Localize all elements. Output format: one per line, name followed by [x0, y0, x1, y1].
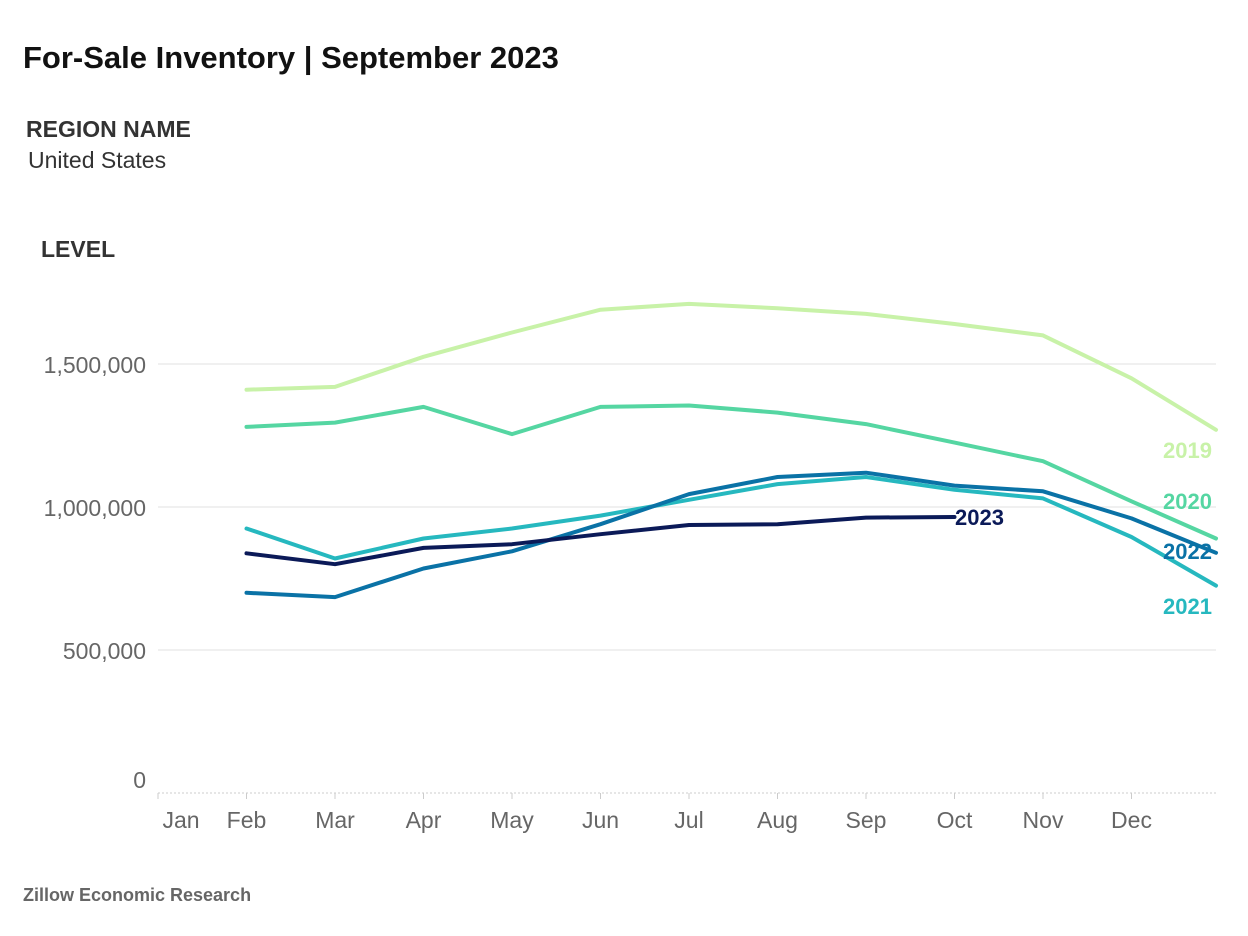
- x-tick-label: Nov: [1023, 807, 1064, 833]
- x-tick-label: Jan: [162, 807, 199, 833]
- x-tick-label: Jul: [674, 807, 703, 833]
- series-line-2022: [244, 470, 1218, 600]
- series-label-2023: 2023: [955, 505, 1004, 530]
- x-tick-label: Jun: [582, 807, 619, 833]
- series-labels: 2019 2020 2021 2022 2023: [955, 438, 1212, 619]
- y-tick-label: 1,500,000: [44, 352, 146, 378]
- series-lines: [244, 301, 1218, 600]
- series-label-2019: 2019: [1163, 438, 1212, 463]
- gridlines: 0 500,000 1,000,000 1,500,000: [44, 352, 1216, 793]
- y-axis-label: LEVEL: [41, 236, 116, 262]
- series-label-2020: 2020: [1163, 489, 1212, 514]
- y-tick-label: 1,000,000: [44, 495, 146, 521]
- chart-title: For-Sale Inventory | September 2023: [23, 40, 559, 75]
- series-line-2023: [244, 515, 957, 567]
- region-name-value: United States: [28, 147, 167, 173]
- series-line-2019: [244, 301, 1218, 432]
- x-tick-label: Mar: [315, 807, 355, 833]
- y-tick-label: 0: [133, 767, 146, 793]
- series-label-2021: 2021: [1163, 594, 1212, 619]
- region-name-label: REGION NAME: [26, 116, 191, 142]
- x-tick-label: Oct: [937, 807, 973, 833]
- series-label-2022: 2022: [1163, 539, 1212, 564]
- x-tick-label: Sep: [846, 807, 887, 833]
- series-line-2021: [244, 475, 1218, 588]
- series-line-2020: [244, 403, 1218, 541]
- y-tick-label: 500,000: [63, 638, 146, 664]
- x-axis: Jan Feb Mar Apr May Jun Jul Aug Sep Oct Nov Dec: [157, 792, 1216, 833]
- x-tick-label: Dec: [1111, 807, 1152, 833]
- x-tick-label: Feb: [227, 807, 267, 833]
- x-tick-label: Apr: [406, 807, 442, 833]
- x-tick-label: Aug: [757, 807, 798, 833]
- x-tick-label: May: [490, 807, 534, 833]
- source-credit: Zillow Economic Research: [23, 885, 252, 905]
